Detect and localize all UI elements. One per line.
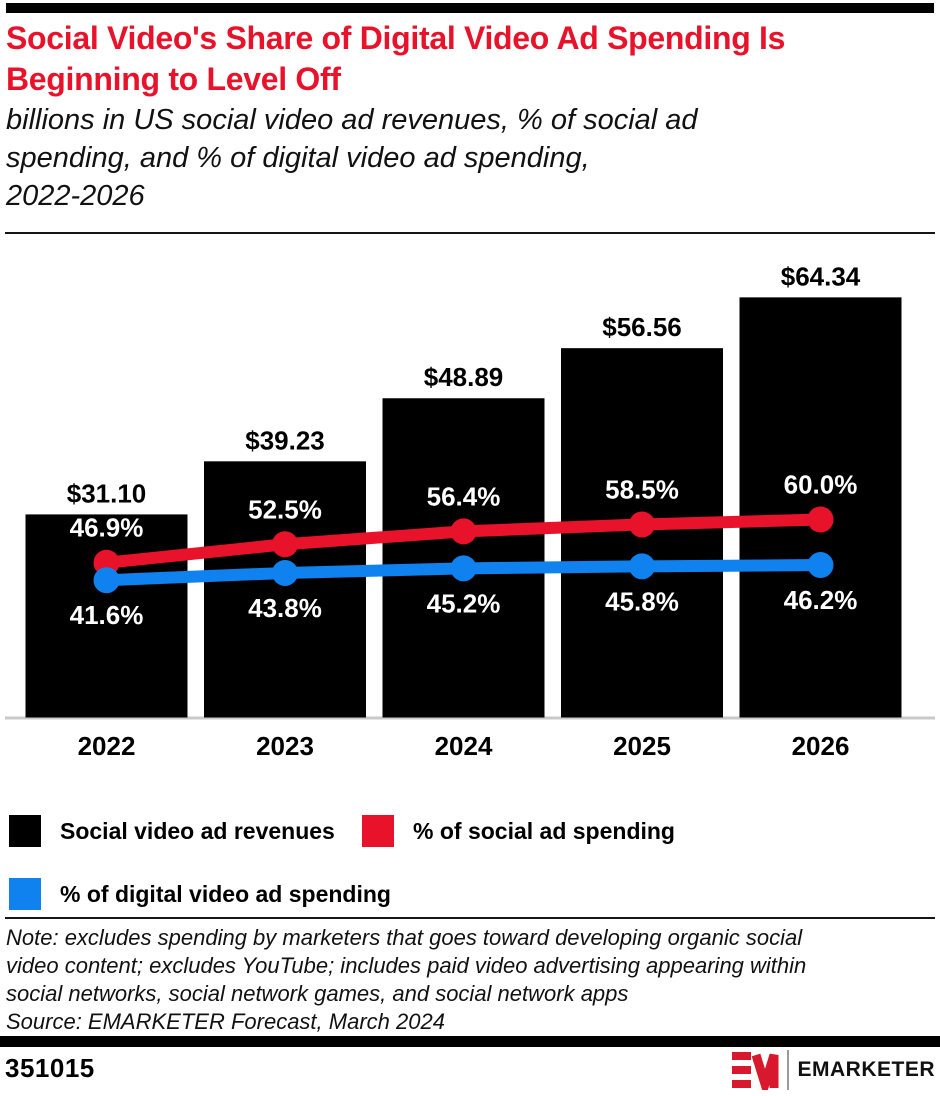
brand-name: EMARKETER <box>797 1058 935 1081</box>
bar-value-label-2025: $56.56 <box>602 312 682 342</box>
data-point-0-2025 <box>629 511 655 538</box>
x-axis-line <box>5 716 935 720</box>
x-axis-label-2023: 2023 <box>256 731 314 760</box>
data-point-0-2024 <box>450 518 477 545</box>
bar-value-label-2026: $64.34 <box>781 261 861 291</box>
brand-separator <box>787 1050 790 1090</box>
bar-value-label-2024: $48.89 <box>424 362 504 392</box>
legend-swatch-social-pct <box>362 815 394 847</box>
x-axis-label-2022: 2022 <box>78 731 136 760</box>
x-axis-label-2024: 2024 <box>435 731 493 760</box>
line-value-label-1-2022: 41.6% <box>70 600 144 630</box>
data-point-1-2026 <box>807 552 834 579</box>
data-point-1-2023 <box>272 559 298 586</box>
data-point-1-2025 <box>629 553 655 580</box>
emarketer-logo-icon <box>732 1052 779 1090</box>
chart-title: Social Video's Share of Digital Video Ad… <box>6 20 786 97</box>
x-axis-label-2025: 2025 <box>613 731 671 760</box>
bar-value-label-2023: $39.23 <box>245 425 325 455</box>
legend-label-digital-pct: % of digital video ad spending <box>60 881 391 907</box>
top-accent-bar <box>6 3 934 13</box>
legend-swatch-digital-pct <box>9 878 41 910</box>
line-value-label-1-2025: 45.8% <box>605 586 679 616</box>
bar-2023 <box>204 461 366 718</box>
data-point-0-2026 <box>807 506 834 533</box>
line-value-label-1-2023: 43.8% <box>248 593 322 623</box>
line-value-label-0-2024: 56.4% <box>427 481 501 511</box>
brand-lockup: EMARKETER <box>732 1049 935 1091</box>
bottom-accent-bar <box>0 1036 940 1047</box>
data-point-1-2022 <box>93 567 120 594</box>
line-value-label-0-2025: 58.5% <box>605 474 679 504</box>
line-value-label-0-2023: 52.5% <box>248 494 322 524</box>
chart-id: 351015 <box>5 1053 95 1083</box>
line-value-label-0-2026: 60.0% <box>784 470 858 500</box>
footnote: Note: excludes spending by marketers tha… <box>6 924 938 1036</box>
line-value-label-1-2024: 45.2% <box>427 588 501 618</box>
chart-canvas: $31.10 2022 $39.23 2023 $48.89 2024 $56.56 2025… <box>5 261 935 760</box>
header-divider <box>5 232 935 234</box>
bar-value-label-2022: $31.10 <box>67 478 147 508</box>
legend-label-social-pct: % of social ad spending <box>413 818 675 844</box>
source-text: Source: EMARKETER Forecast, March 2024 <box>6 1009 445 1034</box>
legend-label-bar: Social video ad revenues <box>60 818 335 844</box>
x-axis-label-2026: 2026 <box>792 731 850 760</box>
bar-2022 <box>25 514 188 718</box>
data-point-1-2024 <box>450 555 477 582</box>
note-divider <box>5 917 935 919</box>
line-value-label-1-2026: 46.2% <box>784 585 858 615</box>
legend-swatch-bar <box>9 815 41 847</box>
note-text: Note: excludes spending by marketers tha… <box>6 925 807 1006</box>
data-point-0-2023 <box>272 531 298 558</box>
chart-subtitle: billions in US social video ad revenues,… <box>6 104 698 212</box>
chart-area: $31.10 2022 $39.23 2023 $48.89 2024 $56.56 2025… <box>0 240 940 760</box>
line-value-label-0-2022: 46.9% <box>70 513 144 543</box>
